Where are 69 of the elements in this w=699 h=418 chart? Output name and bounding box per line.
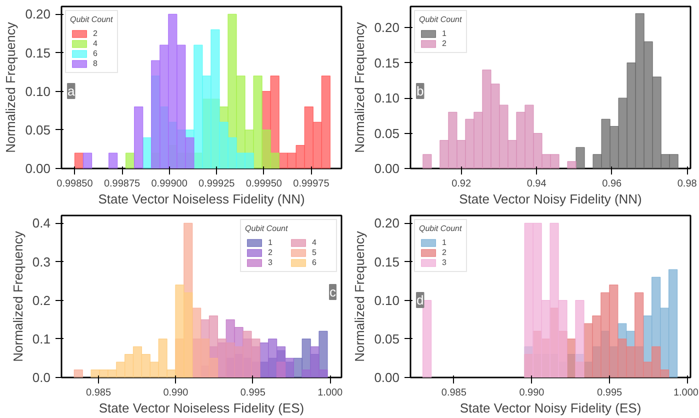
y-tick-label: 0.10 xyxy=(25,84,51,99)
y-tick-label: 0.00 xyxy=(374,370,400,385)
x-tick-label: 0.92 xyxy=(452,178,472,190)
annotation: b xyxy=(416,84,424,98)
y-axis-title: Normalized Frequency xyxy=(3,22,18,153)
legend-title: Qubit Count xyxy=(245,224,289,233)
y-tick-label: 0.20 xyxy=(25,6,51,22)
y-tick-label: 0.20 xyxy=(374,20,400,36)
legend-label: 2 xyxy=(442,248,448,257)
legend-label: 8 xyxy=(93,59,98,68)
legend-label: 2 xyxy=(93,29,98,38)
x-tick-label: 0.99875 xyxy=(104,178,141,190)
legend-label: 5 xyxy=(312,248,318,257)
y-tick-label: 0.00 xyxy=(374,161,400,176)
x-tick-label: 1.000 xyxy=(673,388,699,398)
x-tick-label: 0.985 xyxy=(86,388,112,398)
y-axis-title: Normalized Frequency xyxy=(10,230,26,362)
legend-label: 3 xyxy=(442,258,448,267)
x-tick-label: 0.99975 xyxy=(293,178,330,190)
x-tick-label: 0.995 xyxy=(597,388,623,398)
x-axis-title: State Vector Noiseless Fidelity (NN) xyxy=(98,192,305,206)
y-tick-label: 0.2 xyxy=(32,292,51,308)
x-tick-label: 0.96 xyxy=(602,178,622,190)
x-axis-title: State Vector Noisy Fidelity (ES) xyxy=(460,400,642,416)
annotation: c xyxy=(330,284,336,300)
x-tick-label: 0.990 xyxy=(519,388,545,398)
legend-title: Qubit Count xyxy=(419,15,462,24)
y-tick-label: 0.05 xyxy=(374,126,400,141)
y-tick-label: 0.1 xyxy=(32,331,51,346)
legend-label: 6 xyxy=(312,258,318,267)
legend-label: 4 xyxy=(312,238,318,247)
x-tick-label: 0.990 xyxy=(163,388,189,398)
x-tick-label: 0.99850 xyxy=(56,178,94,190)
x-axis-title: State Vector Noisy Fidelity (NN) xyxy=(459,192,642,206)
legend-title: Qubit Count xyxy=(419,224,462,233)
y-tick-label: 0.4 xyxy=(32,216,51,231)
legend-label: 4 xyxy=(93,39,98,48)
legend-label: 6 xyxy=(93,49,98,58)
y-tick-label: 0.10 xyxy=(374,292,400,308)
x-tick-label: 0.99950 xyxy=(246,178,282,190)
x-tick-label: 0.94 xyxy=(526,178,547,190)
y-tick-label: 0.15 xyxy=(374,254,400,270)
x-tick-label: 1.000 xyxy=(318,388,344,398)
y-tick-label: 0.10 xyxy=(374,90,400,106)
x-tick-label: 0.99900 xyxy=(151,178,188,190)
x-tick-label: 0.99925 xyxy=(198,178,236,190)
legend-title: Qubit Count xyxy=(70,15,113,24)
x-tick-label: 0.995 xyxy=(240,388,266,398)
legend-label: 1 xyxy=(268,238,274,247)
y-axis-title: Normalized Frequency xyxy=(352,230,368,362)
y-tick-label: 0.05 xyxy=(25,122,51,138)
legend-label: 2 xyxy=(442,39,448,48)
y-tick-label: 0.15 xyxy=(374,55,400,70)
y-tick-label: 0.05 xyxy=(374,331,400,346)
legend-label: 2 xyxy=(268,248,274,257)
legend-label: 1 xyxy=(442,29,448,38)
legend-label: 3 xyxy=(268,258,274,267)
legend-label: 1 xyxy=(442,238,448,247)
y-tick-label: 0.0 xyxy=(32,370,51,385)
x-axis-title: State Vector Noiseless Fidelity (ES) xyxy=(98,400,304,416)
y-axis-title: Normalized Frequency xyxy=(352,22,368,153)
x-tick-label: 0.98 xyxy=(677,178,698,190)
y-tick-label: 0.3 xyxy=(32,254,51,270)
y-tick-label: 0.00 xyxy=(25,161,51,176)
y-tick-label: 0.15 xyxy=(25,45,51,60)
annotation: a xyxy=(68,84,76,98)
y-tick-label: 0.20 xyxy=(374,216,400,231)
x-tick-label: 0.985 xyxy=(441,388,467,398)
annotation: d xyxy=(416,292,424,308)
